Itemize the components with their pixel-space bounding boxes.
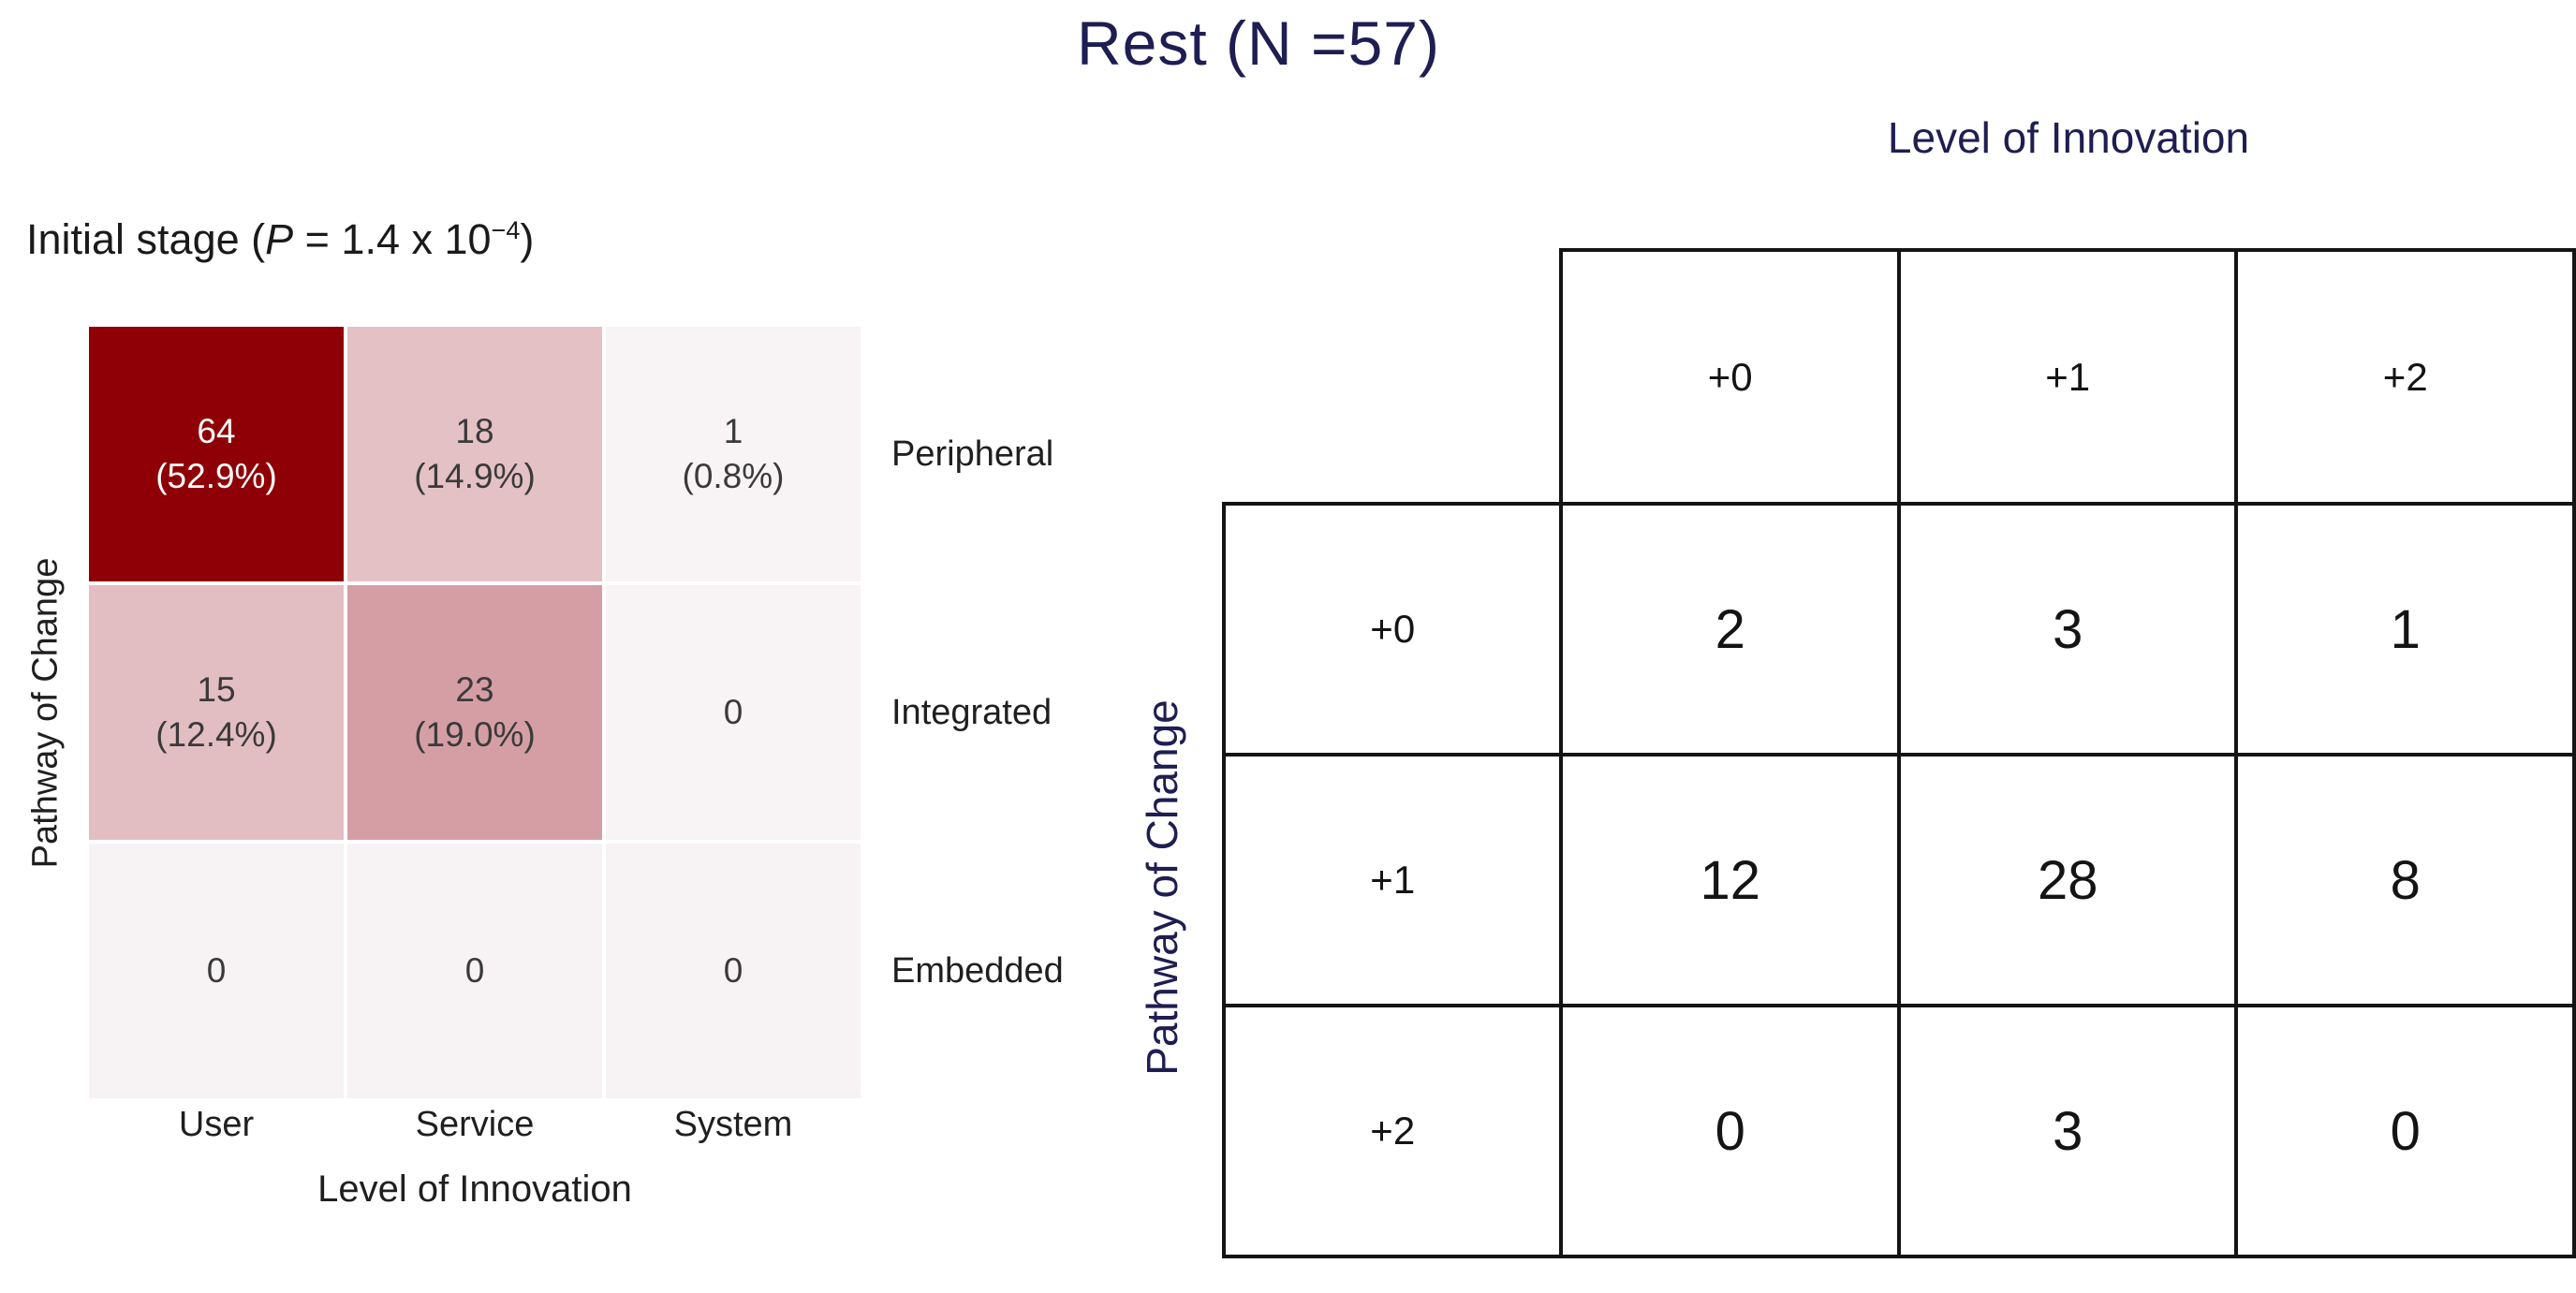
table-col-header-0: +0	[1559, 248, 1901, 506]
table-corner-cell	[1224, 250, 1561, 504]
table-row-group-label-text: Pathway of Change	[1138, 699, 1186, 1076]
heatmap-cell-r2c1: 0	[347, 844, 602, 1098]
heatmap-cell-r2c0: 0	[89, 844, 344, 1098]
heatmap-col-label-user: User	[178, 1105, 255, 1144]
heatmap-row-label-peripheral: Peripheral	[891, 433, 1054, 474]
heatmap-row-labels: Peripheral Integrated Embedded	[891, 327, 1064, 1098]
heatmap-y-axis-title: Pathway of Change	[0, 327, 97, 1098]
table-row-header-2: +2	[1221, 1004, 1564, 1258]
heatmap-cell-percent: (0.8%)	[682, 457, 785, 495]
page-title: Rest (N =57)	[1077, 8, 1440, 78]
table-cell-r2c0: 0	[1559, 1004, 1901, 1258]
heatmap-cell-value: 0	[723, 950, 743, 990]
heatmap-cell-r1c1: 23 (19.0%)	[347, 585, 602, 840]
table-cell-r1c2: 8	[2234, 753, 2576, 1007]
heatmap-cell-percent: (12.4%)	[155, 715, 277, 754]
table-cell-r2c1: 3	[1896, 1004, 2239, 1258]
table-cell-r2c2: 0	[2234, 1004, 2576, 1258]
heatmap-col-label-service: Service	[415, 1105, 535, 1144]
heatmap-cell-value: 0	[723, 692, 743, 731]
table-row-header-0: +0	[1221, 502, 1564, 757]
heatmap-cell-percent: (14.9%)	[414, 457, 536, 495]
table-col-header-1: +1	[1896, 248, 2239, 506]
heatmap-x-axis-title: Level of Innovation	[317, 1168, 632, 1210]
heatmap-cell-r1c0: 15 (12.4%)	[89, 585, 344, 840]
table-cell-r0c0: 2	[1559, 502, 1901, 757]
table-cell-r0c1: 3	[1896, 502, 2239, 757]
heatmap-cell-value: 1	[723, 411, 743, 450]
heatmap-title: Initial stage (P = 1.4 x 10−4)	[26, 215, 534, 264]
heatmap-row-label-embedded: Embedded	[891, 950, 1064, 991]
rest-contingency-table: +0 +1 +2 +0 2 3 1 +1 12 28 8 +2 0 3 0	[1221, 248, 2576, 1258]
heatmap-grid: 64 (52.9%) 18 (14.9%) 1 (0.8%) 15 (12.4%…	[89, 327, 861, 1098]
heatmap-cell-r2c2: 0	[606, 844, 861, 1098]
table-cell-r1c0: 12	[1559, 753, 1901, 1007]
heatmap-row-label-integrated: Integrated	[891, 692, 1052, 732]
table-row-header-1: +1	[1221, 753, 1564, 1007]
heatmap-cell-value: 0	[206, 950, 227, 990]
heatmap-cell-percent: (52.9%)	[155, 457, 277, 495]
heatmap-title-prefix: Initial stage (	[26, 215, 266, 263]
heatmap-cell-r0c0: 64 (52.9%)	[89, 327, 344, 581]
table-col-header-2: +2	[2234, 248, 2576, 506]
heatmap-column-labels: User Service System	[89, 1105, 861, 1145]
heatmap-cell-percent: (19.0%)	[414, 715, 536, 754]
heatmap-cell-value: 18	[455, 411, 494, 450]
table-cell-r0c2: 1	[2234, 502, 2576, 757]
table-column-group-label: Level of Innovation	[1887, 113, 2250, 162]
heatmap-cell-r0c2: 1 (0.8%)	[606, 327, 861, 581]
table-row: +2 0 3 0	[1221, 1004, 2576, 1258]
table-row-group-label: Pathway of Change	[1111, 506, 1214, 1270]
table-row: +0 2 3 1	[1221, 502, 2576, 757]
heatmap-title-exponent: −4	[491, 216, 521, 244]
heatmap-cell-r0c1: 18 (14.9%)	[347, 327, 602, 581]
table-row: +1 12 28 8	[1221, 753, 2576, 1007]
heatmap-title-p-symbol: P	[265, 215, 294, 263]
table-cell-r1c1: 28	[1896, 753, 2239, 1007]
heatmap-cell-value: 0	[464, 950, 485, 990]
heatmap-title-mid: = 1.4 x 10	[293, 215, 492, 263]
heatmap-cell-value: 64	[197, 411, 236, 450]
heatmap-cell-r1c2: 0	[606, 585, 861, 840]
heatmap-cell-value: 15	[197, 669, 236, 709]
heatmap-title-close: )	[520, 215, 535, 263]
heatmap-y-axis-title-text: Pathway of Change	[25, 557, 66, 868]
heatmap-cell-value: 23	[455, 669, 494, 709]
heatmap-col-label-system: System	[673, 1105, 793, 1144]
table-header-row: +0 +1 +2	[1224, 248, 2576, 506]
